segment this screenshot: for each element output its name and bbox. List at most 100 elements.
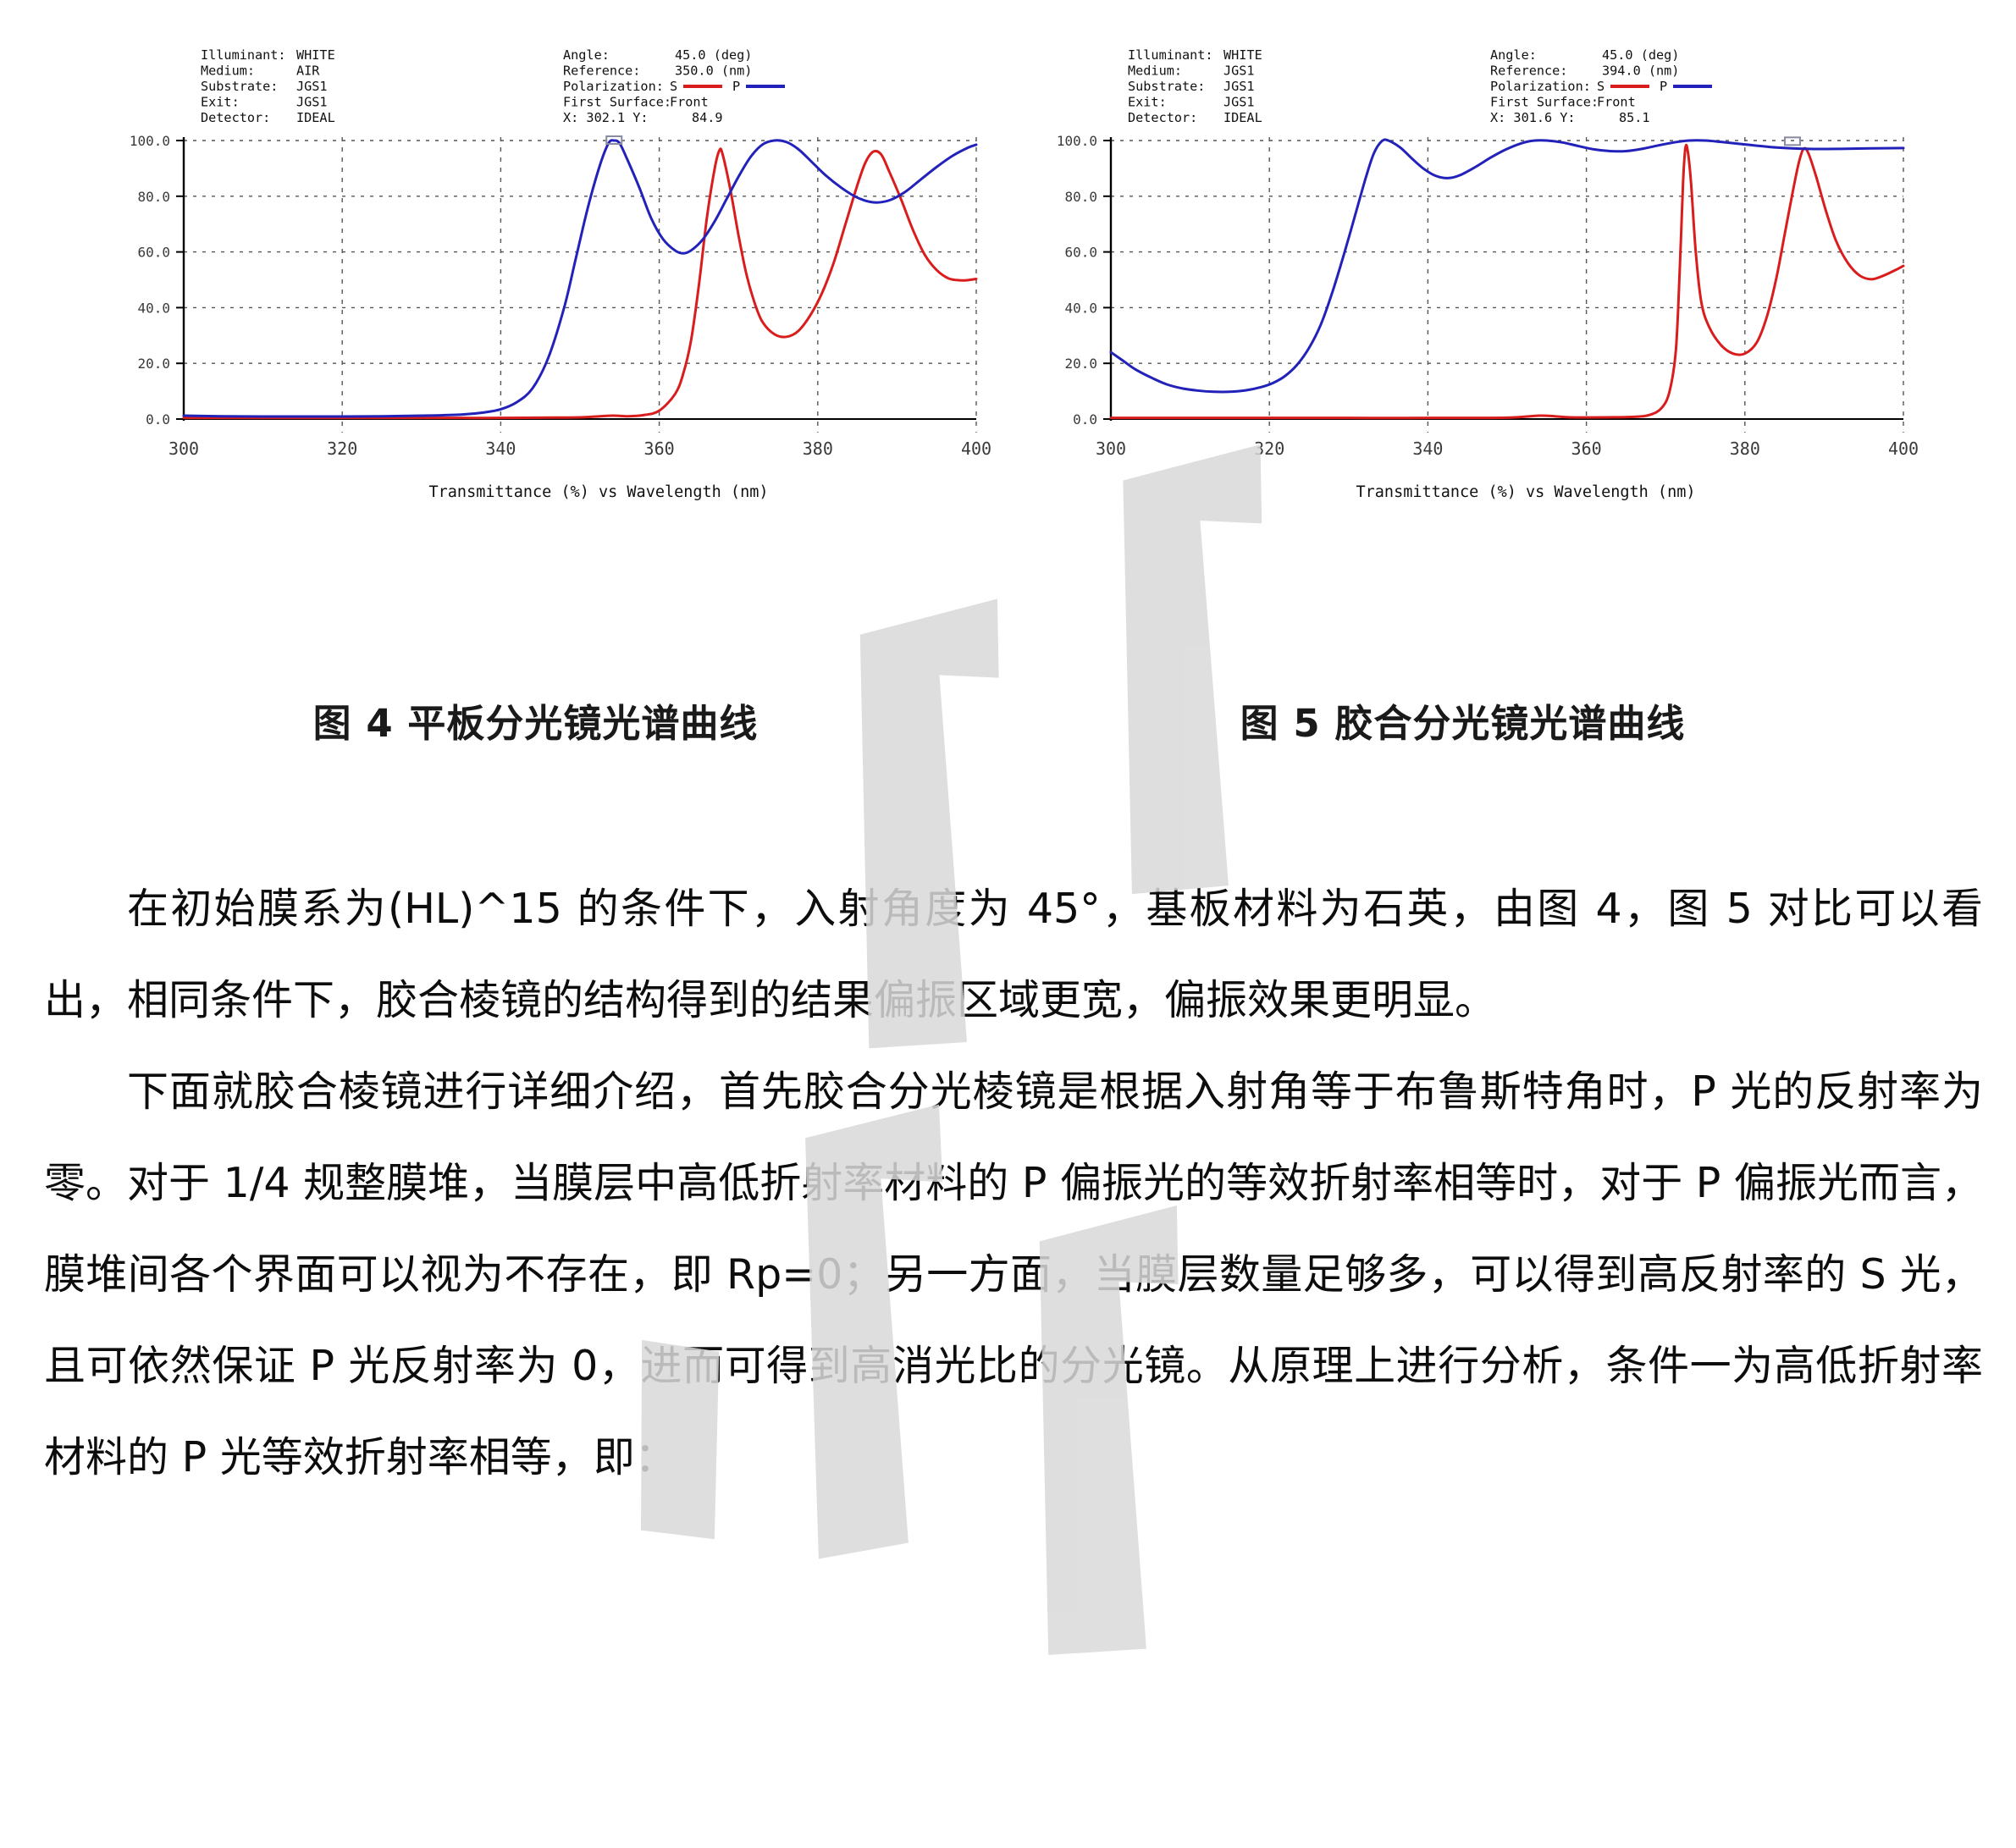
chart-1-header-right-row: X: 301.6 Y: 85.1 xyxy=(1490,110,1650,125)
chart-0-header-left-row: Exit: JGS1 xyxy=(201,95,328,110)
header-label: Exit: xyxy=(1128,95,1167,110)
y-tick-label: 40.0 xyxy=(1064,300,1097,316)
cursor-box[interactable] xyxy=(605,135,623,145)
x-tick-label: 380 xyxy=(1730,439,1760,459)
chart-0-header-right-row: Angle: 45.0 (deg) xyxy=(563,47,752,63)
x-tick-label: 340 xyxy=(1412,439,1443,459)
y-tick-label: 20.0 xyxy=(1064,356,1097,372)
chart-0-axis-title: Transmittance (%) vs Wavelength (nm) xyxy=(429,483,769,501)
legend-s-label: S xyxy=(670,79,677,94)
header-label: Angle: xyxy=(1490,47,1537,63)
y-tick-label: 80.0 xyxy=(1064,189,1097,205)
header-value: JGS1 xyxy=(1223,79,1255,94)
x-tick-label: 360 xyxy=(1571,439,1602,459)
chart-0-header-right-row: X: 302.1 Y: 84.9 xyxy=(563,110,723,125)
header-label: First Surface: xyxy=(563,95,671,110)
header-value: IDEAL xyxy=(1223,110,1262,125)
figure-1-block: Illuminant: WHITE Medium: AIR Substrate: JGS1… xyxy=(80,41,991,746)
header-value: 394.0 (nm) xyxy=(1602,63,1679,79)
chart-0-header-right-row: Reference: 350.0 (nm) xyxy=(563,63,752,79)
header-label: Reference: xyxy=(1490,63,1567,79)
x-tick-label: 340 xyxy=(485,439,516,459)
x-tick-label: 380 xyxy=(803,439,833,459)
chart-1-header-left-row: Exit: JGS1 xyxy=(1128,95,1255,110)
y-tick-label: 0.0 xyxy=(1073,411,1097,428)
header-value: IDEAL xyxy=(296,110,335,125)
header-value: JGS1 xyxy=(296,79,328,94)
cursor-readout-label: X: 301.6 Y: xyxy=(1490,110,1576,125)
header-label: Substrate: xyxy=(201,79,278,94)
header-label: Detector: xyxy=(201,110,270,125)
chart-1-header-right-row: Angle: 45.0 (deg) xyxy=(1490,47,1679,63)
spectrum-chart-2: Illuminant: WHITE Medium: JGS1 Substrate: JGS… xyxy=(1057,47,1918,501)
polarization-label: Polarization: xyxy=(1490,79,1591,94)
header-label: Reference: xyxy=(563,63,640,79)
x-tick-label: 400 xyxy=(1888,439,1918,459)
legend-p-label: P xyxy=(732,79,740,94)
y-tick-label: 100.0 xyxy=(1057,133,1097,149)
chart-1-tick-labels: 0.0 20.0 40.0 60.0 80.0 100.0 300 320 340 360 380 4… xyxy=(1057,133,1918,459)
chart-0-header-left-row: Illuminant: WHITE xyxy=(201,47,335,63)
x-tick-label: 320 xyxy=(327,439,357,459)
chart-0-cursor-marker[interactable] xyxy=(605,135,623,145)
header-value: JGS1 xyxy=(1223,63,1255,79)
cursor-box[interactable] xyxy=(1783,136,1801,146)
chart-1-header-right-row: Reference: 394.0 (nm) xyxy=(1490,63,1679,79)
chart-1-axis-title: Transmittance (%) vs Wavelength (nm) xyxy=(1356,483,1696,501)
chart-0-header-left-row: Medium: AIR xyxy=(201,63,320,79)
legend-s-label: S xyxy=(1597,79,1605,94)
header-value: 45.0 (deg) xyxy=(1602,47,1679,63)
header-value: WHITE xyxy=(1223,47,1262,63)
header-value: AIR xyxy=(296,63,320,79)
header-label: Detector: xyxy=(1128,110,1197,125)
legend-p-label: P xyxy=(1660,79,1667,94)
header-value: 350.0 (nm) xyxy=(675,63,752,79)
header-value: 45.0 (deg) xyxy=(675,47,752,63)
chart-1-header-left-row: Detector: IDEAL xyxy=(1128,110,1262,125)
cursor-readout-value: 85.1 xyxy=(1619,110,1650,125)
curve-s xyxy=(182,147,978,420)
chart-1-curves xyxy=(1109,138,1905,420)
header-label: Substrate: xyxy=(1128,79,1205,94)
header-label: Angle: xyxy=(563,47,610,63)
curve-s xyxy=(1109,143,1905,420)
y-tick-label: 60.0 xyxy=(1064,245,1097,261)
x-tick-label: 300 xyxy=(1096,439,1126,459)
y-tick-label: 40.0 xyxy=(137,300,170,316)
y-tick-label: 0.0 xyxy=(146,411,170,428)
y-tick-label: 20.0 xyxy=(137,356,170,372)
curve-p xyxy=(1109,138,1905,394)
chart-0-header-left-row: Detector: IDEAL xyxy=(201,110,335,125)
header-value: JGS1 xyxy=(296,95,328,110)
x-tick-label: 360 xyxy=(644,439,675,459)
chart-1-header-left-row: Illuminant: WHITE xyxy=(1128,47,1262,63)
chart-0-axes xyxy=(176,137,976,421)
body-text: 在初始膜系为(HL)^15 的条件下，入射角度为 45°，基板材料为石英，由图 … xyxy=(44,863,1983,1503)
x-tick-label: 320 xyxy=(1254,439,1284,459)
figures-row: Illuminant: WHITE Medium: AIR Substrate: JGS1… xyxy=(0,0,2016,762)
y-tick-label: 60.0 xyxy=(137,245,170,261)
chart-0-header-left-row: Substrate: JGS1 xyxy=(201,79,328,94)
chart-1-header-left-row: Medium: JGS1 xyxy=(1128,63,1255,79)
spectrum-plot-2: Illuminant: WHITE Medium: JGS1 Substrate: JGS… xyxy=(1008,41,1918,625)
header-value: Front xyxy=(1597,95,1636,110)
header-label: Exit: xyxy=(201,95,240,110)
header-value: Front xyxy=(670,95,709,110)
header-label: Medium: xyxy=(201,63,255,79)
chart-1-gridlines xyxy=(1111,137,1904,433)
header-label: Illuminant: xyxy=(1128,47,1213,63)
chart-1-cursor-marker[interactable] xyxy=(1783,136,1801,146)
figure-2-block: Illuminant: WHITE Medium: JGS1 Substrate: JGS… xyxy=(1008,41,1918,746)
polarization-label: Polarization: xyxy=(563,79,664,94)
header-label: Medium: xyxy=(1128,63,1182,79)
header-label: Illuminant: xyxy=(201,47,286,63)
header-value: JGS1 xyxy=(1223,95,1255,110)
x-tick-label: 400 xyxy=(961,439,991,459)
chart-1-header-right-row: Polarization: S P xyxy=(1490,79,1712,94)
paragraph-1: 在初始膜系为(HL)^15 的条件下，入射角度为 45°，基板材料为石英，由图 … xyxy=(44,885,1983,1024)
chart-0-tick-labels: 0.0 20.0 40.0 60.0 80.0 100.0 300 320 340 360 380 4… xyxy=(130,133,991,459)
chart-1-header-right-row: First Surface:Front xyxy=(1490,95,1636,110)
figure-1-caption: 图 4 平板分光镜光谱曲线 xyxy=(312,701,759,746)
cursor-readout-label: X: 302.1 Y: xyxy=(563,110,649,125)
header-label: First Surface: xyxy=(1490,95,1599,110)
